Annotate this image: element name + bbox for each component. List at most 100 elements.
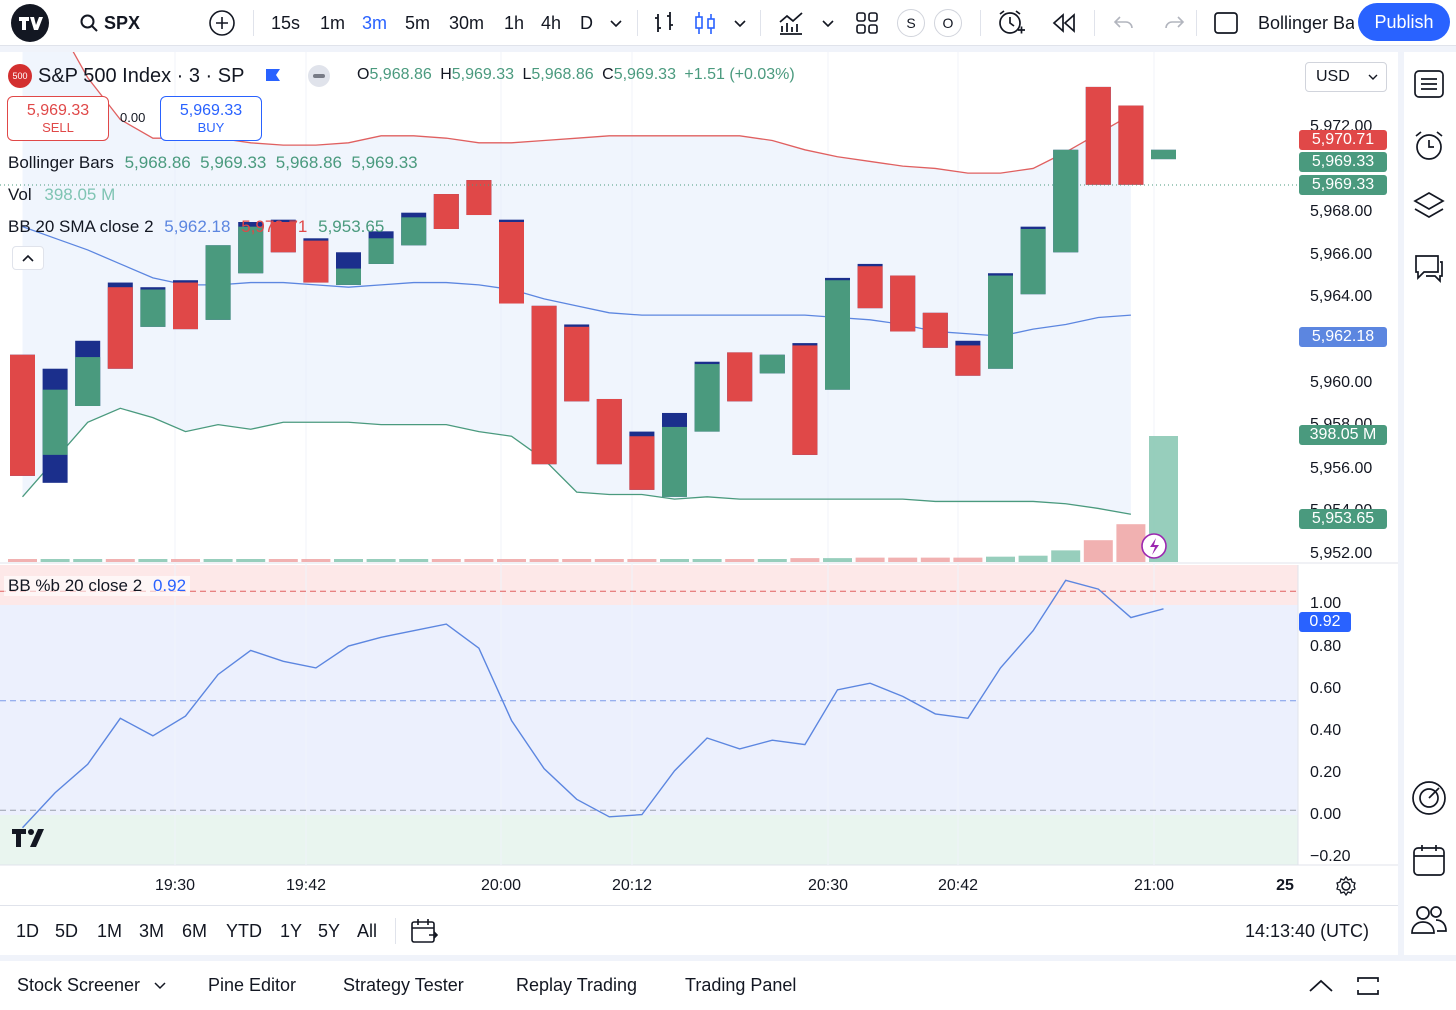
candle-body (433, 194, 459, 229)
bb-legend[interactable]: BB 20 SMA close 2 5,962.18 5,970.71 5,95… (8, 217, 385, 236)
chart-settings-gear-icon[interactable] (1335, 875, 1357, 902)
tab-pine-editor[interactable]: Pine Editor (208, 975, 297, 995)
publish-button[interactable]: Publish (1358, 3, 1450, 41)
price-tick: 5,968.00 (1310, 203, 1373, 220)
pb-line (21, 579, 1164, 829)
buy-button[interactable]: 5,969.33 BUY (160, 96, 262, 141)
candle-body (336, 268, 361, 285)
candle-body (922, 312, 948, 348)
timeframe-1h[interactable]: 1h (504, 12, 525, 33)
currency-selector[interactable]: USD (1305, 62, 1387, 92)
range-3m[interactable]: 3M (139, 920, 165, 941)
volume-bar (366, 559, 396, 562)
bar-chart-type-icon[interactable] (653, 0, 677, 46)
tab-trading-panel[interactable]: Trading Panel (685, 975, 797, 995)
tab-strategy-tester[interactable]: Strategy Tester (343, 975, 464, 995)
collapse-legend-icon[interactable] (308, 65, 331, 87)
fullscreen-box-icon[interactable] (1213, 0, 1239, 46)
timeframe-30m[interactable]: 30m (449, 12, 485, 33)
compare-add-icon[interactable] (208, 0, 236, 46)
volume-bar (660, 559, 689, 562)
range-1d[interactable]: 1D (16, 920, 40, 941)
legend-collapse-chevron-up-icon[interactable] (12, 246, 44, 270)
replay-icon[interactable] (1051, 0, 1077, 46)
candle-body (173, 282, 198, 330)
layout-grid-icon[interactable] (855, 0, 879, 46)
candle-body (792, 345, 818, 455)
candle-body (42, 389, 68, 455)
candle-body (238, 226, 264, 274)
candle-body (205, 245, 231, 320)
maximize-panel-icon[interactable] (1356, 961, 1380, 1010)
time-tick: 21:00 (1133, 877, 1175, 894)
volume-bar (497, 559, 526, 562)
alert-icon[interactable] (996, 0, 1026, 46)
candles-chart-type-icon[interactable] (693, 0, 717, 46)
range-1y[interactable]: 1Y (280, 920, 303, 941)
timeframe-4h[interactable]: 4h (541, 12, 562, 33)
s-button[interactable]: S (897, 0, 925, 46)
pb-legend[interactable]: BB %b 20 close 2 0.92 (4, 576, 191, 596)
expand-panel-chevron-up-icon[interactable] (1308, 961, 1334, 1010)
candle-body (499, 222, 524, 304)
indicators-chevron-down-icon[interactable] (821, 0, 835, 46)
timeframe-3m[interactable]: 3m (362, 12, 388, 33)
chart-area[interactable] (0, 52, 1398, 905)
tab-stock-screener[interactable]: Stock Screener (17, 961, 166, 1010)
volume-bar (627, 559, 657, 562)
candle-body (890, 275, 916, 332)
sell-button[interactable]: 5,969.33 SELL (7, 96, 109, 141)
flag-icon[interactable] (264, 67, 282, 85)
utc-clock[interactable]: 14:13:40 (UTC) (1245, 920, 1370, 941)
undo-icon[interactable] (1112, 0, 1136, 46)
indicators-icon[interactable] (777, 0, 805, 46)
ohlc-values: O5,968.86 H5,969.33 L5,968.86 C5,969.33 … (357, 66, 795, 83)
volume-bar (855, 557, 885, 562)
redo-icon[interactable] (1162, 0, 1186, 46)
goto-date-calendar-icon[interactable] (410, 906, 438, 956)
candle-body (694, 364, 720, 432)
range-5d[interactable]: 5D (55, 920, 79, 941)
chart-type-chevron-down-icon[interactable] (733, 0, 747, 46)
candle-body (368, 238, 394, 264)
calendar-icon[interactable] (1409, 840, 1449, 880)
timeframe-1m[interactable]: 1m (320, 12, 346, 33)
candle-body (531, 305, 557, 465)
range-6m[interactable]: 6M (182, 920, 208, 941)
o-button[interactable]: O (934, 0, 962, 46)
candle-body (401, 217, 427, 246)
layout-name[interactable]: Bollinger Ba (1258, 12, 1354, 33)
timeframe-d[interactable]: D (580, 12, 593, 33)
chat-icon[interactable] (1409, 248, 1449, 288)
range-1m[interactable]: 1M (97, 920, 123, 941)
watchlist-icon[interactable] (1409, 64, 1449, 104)
time-tick: 20:00 (480, 877, 522, 894)
price-tick: 5,966.00 (1310, 246, 1373, 263)
price-tick: 5,956.00 (1310, 460, 1373, 477)
volume-bar (790, 558, 820, 562)
tab-replay-trading[interactable]: Replay Trading (516, 975, 638, 995)
target-icon[interactable] (1409, 778, 1449, 818)
price-tick: 5,964.00 (1310, 288, 1373, 305)
s-label: S (897, 9, 925, 37)
exchange-badge: 500 (8, 64, 32, 88)
symbol-legend[interactable]: 500 S&P 500 Index · 3 · SP (8, 64, 331, 88)
range-bar: 1D 5D 1M 3M 6M YTD 1Y 5Y All 14:13:40 (U… (0, 905, 1398, 955)
price-tick: 5,952.00 (1310, 545, 1373, 562)
alerts-clock-icon[interactable] (1409, 125, 1449, 165)
volume-bar (692, 559, 722, 562)
timeframe-15s[interactable]: 15s (271, 12, 301, 33)
bars-legend[interactable]: Bollinger Bars 5,968.86 5,969.33 5,968.8… (8, 153, 418, 172)
timeframe-chevron-down-icon[interactable] (609, 0, 623, 46)
volume-legend[interactable]: Vol 398.05 M (8, 185, 116, 204)
volume-bar (1018, 555, 1048, 562)
range-all[interactable]: All (357, 920, 378, 941)
range-5y[interactable]: 5Y (318, 920, 341, 941)
layers-icon[interactable] (1409, 186, 1449, 226)
volume-bar (431, 559, 461, 562)
symbol-search[interactable]: SPX (80, 0, 140, 46)
range-ytd[interactable]: YTD (226, 920, 262, 941)
timeframe-5m[interactable]: 5m (405, 12, 431, 33)
tradingview-logo[interactable] (10, 0, 50, 46)
community-people-icon[interactable] (1409, 900, 1449, 940)
